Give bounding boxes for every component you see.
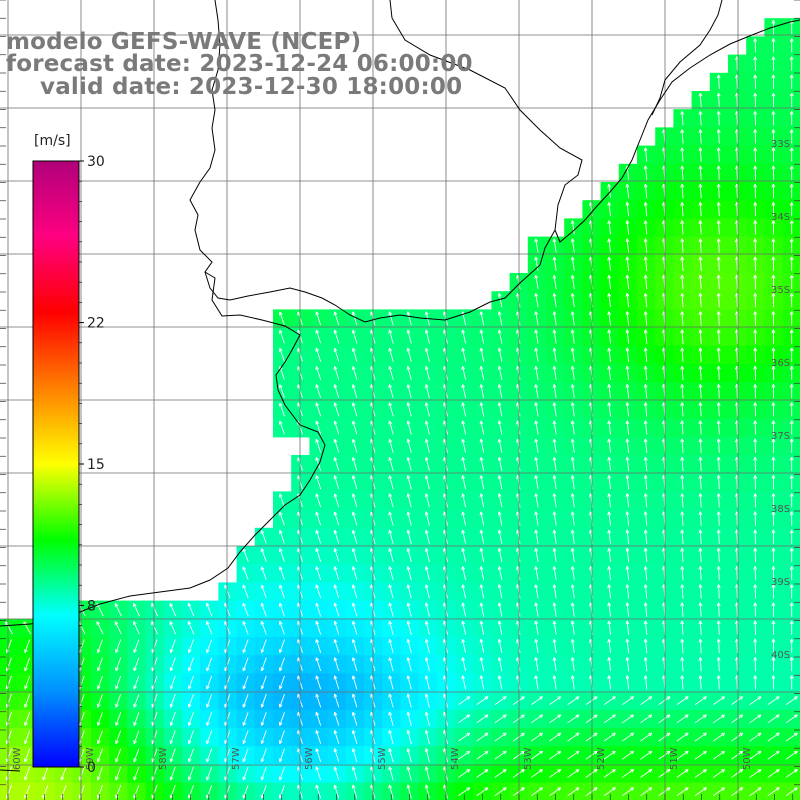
- coastline-uruguay: [189, 0, 583, 323]
- coastline: [0, 0, 800, 772]
- lat-tick-labels: 33S 34S 35S 36S 37S 38S 39S 40S: [771, 139, 790, 661]
- lon-label: 52W: [596, 747, 607, 770]
- lon-label: 58W: [158, 747, 169, 770]
- lon-label: 60W: [12, 747, 23, 770]
- colorbar: 30 22 15 8 0: [32, 154, 105, 776]
- lat-label: 39S: [771, 577, 790, 588]
- valid-date: valid date: 2023-12-30 18:00:00: [40, 74, 463, 100]
- lon-label: 53W: [523, 747, 534, 770]
- model-title: modelo GEFS-WAVE (NCEP): [6, 29, 362, 55]
- colorbar-tick-label: 15: [87, 457, 105, 473]
- colorbar-unit: [m/s]: [34, 133, 71, 149]
- coastline-argentina: [0, 271, 326, 627]
- lon-tick-labels: 60W 59W 58W 57W 56W 55W 54W 53W 52W 51W 50W: [12, 747, 753, 770]
- lat-label: 35S: [771, 285, 790, 296]
- colorbar-tick-label: 0: [87, 760, 96, 776]
- lon-label: 55W: [377, 747, 388, 770]
- lon-label: 59W: [85, 747, 96, 770]
- coastline-patagonia: [0, 769, 21, 772]
- lat-label: 34S: [771, 212, 790, 223]
- lat-label: 36S: [771, 358, 790, 369]
- colorbar-tick-label: 22: [87, 316, 105, 332]
- lagoon-shore: [651, 0, 723, 116]
- lat-label: 38S: [771, 504, 790, 515]
- coastline-brazil: [554, 19, 800, 243]
- lon-label: 54W: [450, 747, 461, 770]
- lon-label: 50W: [742, 747, 753, 770]
- lon-label: 51W: [669, 747, 680, 770]
- lon-label: 57W: [231, 747, 242, 770]
- colorbar-ticks: 30 22 15 8 0: [79, 154, 105, 776]
- lat-label: 40S: [771, 650, 790, 661]
- colorbar-tick-label: 8: [87, 598, 96, 614]
- lat-label: 37S: [771, 431, 790, 442]
- forecast-date: forecast date: 2023-12-24 06:00:00: [6, 51, 473, 77]
- colorbar-tick-label: 30: [87, 154, 105, 170]
- lon-label: 56W: [304, 747, 315, 770]
- lat-label: 33S: [771, 139, 790, 150]
